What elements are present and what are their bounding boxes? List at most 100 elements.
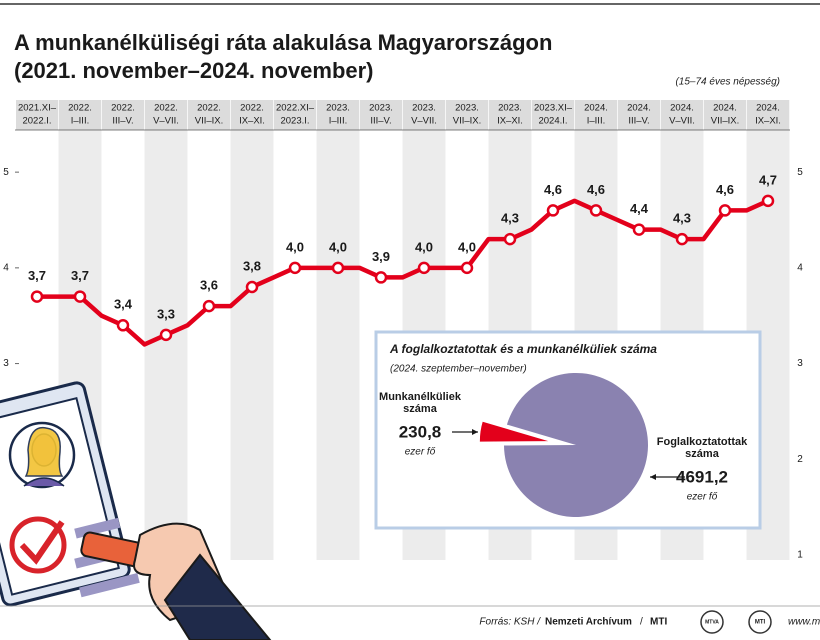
x-tick-label: VII–IX. xyxy=(195,116,224,127)
title-line: (2021. november–2024. november) xyxy=(14,58,374,83)
x-tick-label: 2024. xyxy=(584,103,608,114)
x-tick-label: III–V. xyxy=(628,116,649,127)
point xyxy=(202,299,216,313)
column-header xyxy=(360,100,402,130)
illustration xyxy=(0,381,272,640)
point xyxy=(116,319,130,332)
point xyxy=(417,261,431,275)
point xyxy=(73,290,87,303)
column-header xyxy=(403,100,445,130)
slice-unit: ezer fő xyxy=(687,492,718,503)
point xyxy=(245,280,259,294)
column-header xyxy=(747,100,789,130)
x-tick-label: 2023. xyxy=(369,103,393,114)
x-tick-label: 2023. xyxy=(455,103,479,114)
column xyxy=(273,100,317,560)
x-tick-label: 2024. xyxy=(627,103,651,114)
subtitle: (15–74 éves népesség) xyxy=(675,77,780,88)
x-tick-label: 2022.I. xyxy=(22,116,51,127)
point xyxy=(331,261,345,275)
x-tick-label: VII–IX. xyxy=(453,116,482,127)
value-label: 4,6 xyxy=(544,182,562,197)
x-tick-label: 2022. xyxy=(111,103,135,114)
value-label: 4,6 xyxy=(716,182,734,197)
point xyxy=(503,232,517,246)
column-header xyxy=(274,100,316,130)
column-header xyxy=(317,100,359,130)
x-tick-label: 2022.XI– xyxy=(276,103,315,114)
logo xyxy=(748,610,772,634)
column-header xyxy=(16,100,58,130)
point xyxy=(675,232,689,246)
column-header xyxy=(532,100,574,130)
column xyxy=(187,100,231,560)
slice-name: Foglalkoztatottak xyxy=(657,436,748,448)
slice-value: 4691,2 xyxy=(676,467,728,486)
point xyxy=(159,328,173,342)
x-tick-label: V–VII. xyxy=(153,116,179,127)
logo-text: MTVA xyxy=(705,619,719,625)
y-tick-label: 3 xyxy=(797,358,803,369)
x-tick-label: 2022. xyxy=(68,103,92,114)
value-label: 3,3 xyxy=(157,306,175,321)
line-series xyxy=(37,198,769,347)
slice-name: Munkanélküliek xyxy=(379,391,462,403)
x-tick-label: IX–XI. xyxy=(239,116,265,127)
value-label: 3,6 xyxy=(200,278,218,293)
pie-inset: A foglalkoztatottak és a munkanélküliek … xyxy=(374,330,762,530)
point xyxy=(374,271,388,284)
x-tick-label: 2023. xyxy=(326,103,350,114)
x-tick-label: I–III. xyxy=(329,116,347,127)
arrow-head xyxy=(472,429,478,435)
value-label: 4,6 xyxy=(587,182,605,197)
point xyxy=(589,204,603,217)
point xyxy=(718,204,732,217)
slice-value: 230,8 xyxy=(399,422,442,441)
column-header xyxy=(145,100,187,130)
column-header xyxy=(575,100,617,130)
column-header xyxy=(704,100,746,130)
column-header xyxy=(489,100,531,130)
plot: 2021.XI– 2022.I. 2022. I–III. 2022. III–V. 202… xyxy=(3,100,803,561)
pie-slice xyxy=(504,372,648,517)
x-tick-label: 2024. xyxy=(713,103,737,114)
column-header xyxy=(446,100,488,130)
x-tick-label: 2024. xyxy=(756,103,780,114)
x-tick-label: VII–IX. xyxy=(711,116,740,127)
column-header xyxy=(59,100,101,130)
x-tick-label: 2024.I. xyxy=(538,116,567,127)
column-header xyxy=(618,100,660,130)
x-tick-label: IX–XI. xyxy=(755,116,781,127)
column-header xyxy=(661,100,703,130)
slice-unit: ezer fő xyxy=(405,447,436,458)
y-tick-label: 5 xyxy=(3,167,9,178)
column-header xyxy=(188,100,230,130)
y-tick-label: 3 xyxy=(3,358,9,369)
y-tick-label: 4 xyxy=(797,262,803,273)
logo xyxy=(700,610,724,634)
y-tick-label: 5 xyxy=(797,167,803,178)
source: Nemzeti Archívum xyxy=(545,617,632,628)
x-tick-label: 2021.XI– xyxy=(18,103,57,114)
x-tick-label: 2024. xyxy=(670,103,694,114)
slice-name: száma xyxy=(403,403,438,415)
x-tick-label: V–VII. xyxy=(411,116,437,127)
y-tick-label: 4 xyxy=(3,262,9,273)
slice-name: száma xyxy=(685,448,720,460)
source: / xyxy=(640,617,643,628)
x-tick-label: 2023.XI– xyxy=(534,103,573,114)
point xyxy=(546,204,560,217)
value-label: 4,7 xyxy=(759,172,777,187)
point xyxy=(30,290,44,303)
inset-subtitle: (2024. szeptember–november) xyxy=(390,364,527,375)
x-tick-label: III–V. xyxy=(370,116,391,127)
x-tick-label: 2023.I. xyxy=(280,116,309,127)
y-tick-label: 2 xyxy=(797,454,803,465)
inset-title: A foglalkoztatottak és a munkanélküliek … xyxy=(389,342,657,356)
value-label: 3,9 xyxy=(372,249,390,264)
x-tick-label: V–VII. xyxy=(669,116,695,127)
point xyxy=(460,261,474,275)
value-label: 4,3 xyxy=(673,211,691,226)
value-label: 3,7 xyxy=(71,268,89,283)
source: MTI xyxy=(650,617,667,628)
